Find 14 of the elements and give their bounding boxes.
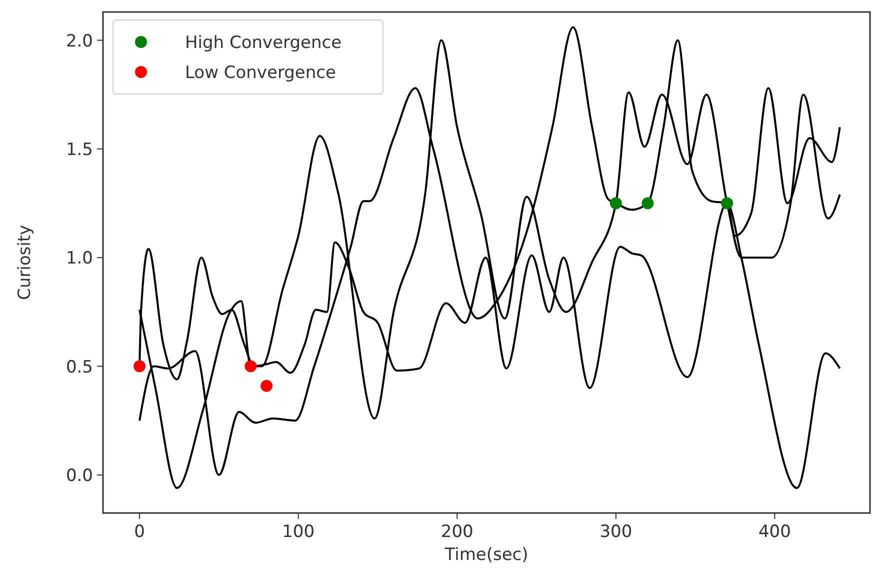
x-tick-label: 400 [758,522,791,542]
x-tick-label: 300 [600,522,632,542]
x-axis-title: Time(sec) [444,545,528,565]
y-tick-label: 0.5 [66,357,93,378]
y-axis-title: Curiosity [15,224,35,300]
x-tick-label: 0 [134,522,145,542]
x-tick-label: 200 [440,522,474,542]
y-tick-label: 0.0 [66,466,93,486]
y-tick-label: 1.5 [66,140,93,160]
y-tick-label: 2.0 [66,31,93,52]
legend-label: Low Convergence [185,63,336,83]
x-tick-label: 100 [282,522,315,542]
legend-label: High Convergence [185,33,342,53]
y-tick-label: 1.0 [66,248,93,269]
